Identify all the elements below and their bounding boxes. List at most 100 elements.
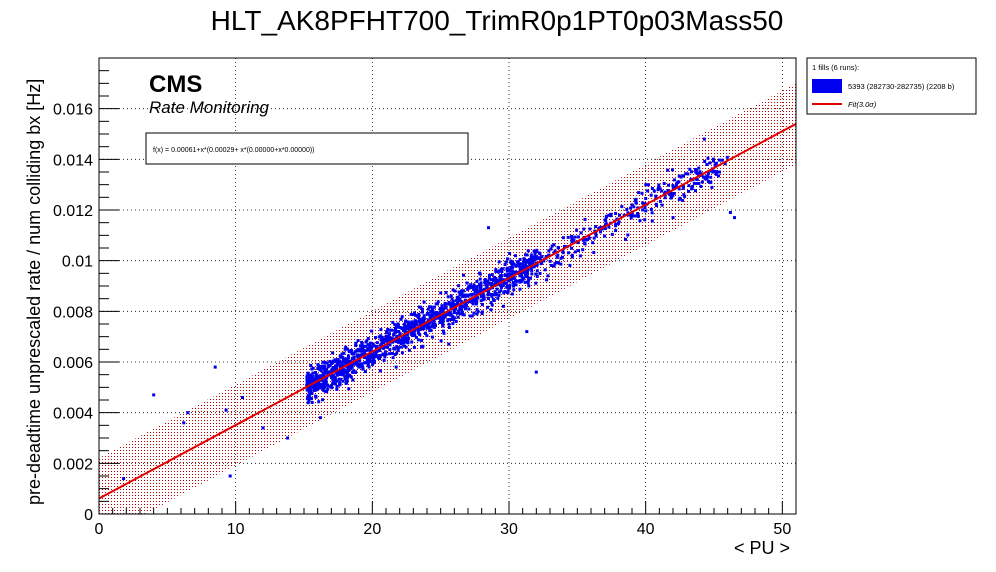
data-point: [306, 371, 310, 375]
data-point: [396, 348, 400, 352]
data-point: [406, 338, 410, 342]
data-point: [498, 276, 502, 280]
data-point: [372, 353, 375, 357]
data-point: [261, 426, 265, 430]
data-point: [488, 274, 491, 277]
data-point: [311, 377, 315, 381]
data-point: [597, 227, 601, 231]
data-point: [354, 344, 358, 348]
data-point: [406, 320, 410, 324]
data-point: [526, 265, 529, 269]
data-point: [307, 378, 311, 382]
data-point: [458, 306, 462, 310]
data-point: [425, 334, 429, 338]
data-point: [524, 266, 528, 270]
data-point: [316, 387, 320, 391]
data-point: [330, 361, 334, 365]
data-point: [489, 301, 493, 305]
data-point: [320, 378, 324, 382]
data-point: [460, 289, 464, 293]
data-point: [345, 381, 348, 385]
data-point: [657, 183, 661, 187]
data-point: [426, 307, 430, 311]
data-point: [502, 291, 506, 295]
data-point: [618, 213, 621, 217]
data-point: [352, 369, 356, 373]
data-point: [418, 322, 422, 326]
data-point: [354, 360, 358, 364]
data-point: [557, 261, 561, 265]
data-point: [399, 317, 403, 321]
data-point: [186, 411, 190, 415]
data-point: [496, 270, 500, 274]
data-point: [431, 313, 435, 317]
data-point: [513, 276, 517, 280]
data-point: [432, 305, 436, 309]
data-point: [367, 359, 371, 363]
y-tick-label: 0: [84, 507, 93, 524]
data-point: [325, 371, 329, 375]
data-point: [502, 304, 505, 308]
data-point: [550, 244, 554, 248]
data-point: [486, 305, 489, 309]
data-point: [549, 264, 553, 267]
data-point: [434, 302, 438, 306]
data-point: [369, 359, 373, 363]
data-point: [462, 313, 466, 317]
data-point: [341, 356, 345, 360]
data-point: [366, 343, 370, 347]
data-point: [452, 316, 456, 320]
data-point: [335, 358, 339, 362]
data-point: [521, 278, 525, 282]
data-point: [361, 367, 365, 371]
data-point: [366, 361, 370, 365]
data-point: [697, 181, 701, 185]
data-point: [509, 277, 513, 281]
data-point: [306, 401, 310, 405]
data-point: [491, 297, 495, 301]
data-point: [394, 327, 398, 331]
data-point: [321, 366, 325, 370]
data-point: [350, 365, 354, 369]
data-point: [677, 174, 681, 178]
data-point: [604, 215, 608, 219]
data-point: [316, 367, 320, 371]
data-point: [477, 283, 481, 287]
data-point: [412, 346, 416, 349]
data-point: [357, 347, 361, 351]
data-point: [518, 267, 522, 271]
data-point: [427, 322, 431, 326]
data-point: [475, 285, 479, 289]
data-point: [534, 370, 538, 374]
data-point: [526, 268, 530, 272]
data-point: [607, 213, 611, 217]
data-point: [321, 360, 325, 364]
data-point: [479, 295, 483, 299]
data-point: [644, 209, 648, 213]
data-point: [698, 170, 702, 174]
data-point: [626, 211, 630, 215]
data-point: [535, 248, 539, 252]
data-point: [344, 345, 348, 349]
data-point: [443, 315, 447, 319]
data-point: [449, 304, 453, 307]
data-point: [524, 262, 528, 266]
data-point: [451, 314, 455, 318]
data-point: [506, 289, 510, 293]
data-point: [671, 168, 674, 172]
data-point: [310, 367, 314, 371]
data-point: [486, 297, 490, 300]
data-point: [418, 328, 422, 332]
data-point: [341, 379, 345, 383]
data-point: [366, 346, 370, 350]
data-point: [493, 290, 497, 294]
data-point: [383, 337, 387, 341]
data-point: [717, 158, 721, 162]
data-point: [694, 189, 697, 193]
data-point: [489, 308, 493, 312]
data-point: [561, 251, 565, 255]
data-point: [432, 319, 436, 323]
data-point: [364, 349, 368, 353]
data-point: [335, 379, 339, 383]
data-point: [365, 358, 369, 362]
